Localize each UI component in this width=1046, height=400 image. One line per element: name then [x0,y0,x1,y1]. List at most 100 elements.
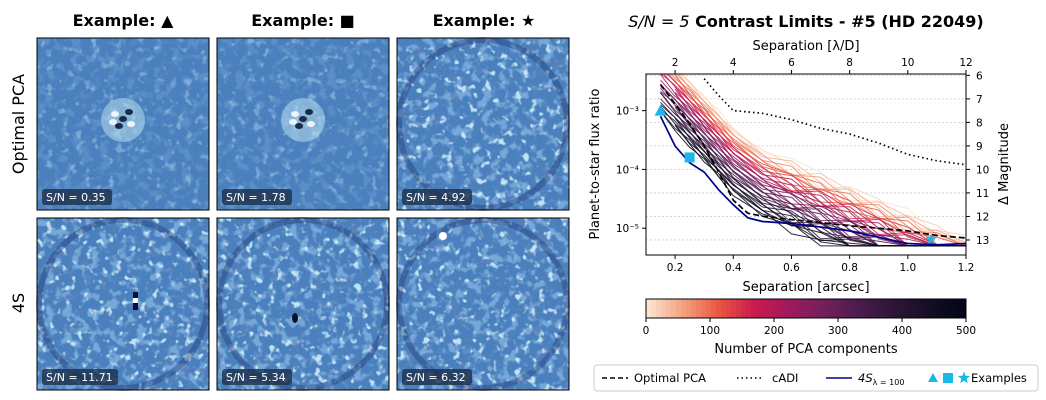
example-marker-star [925,233,937,245]
top-x-tick-label: 6 [788,57,795,69]
colorbar-segment [866,299,872,318]
colorbar-tick-label: 100 [700,325,720,337]
series-cadi [703,78,966,166]
panel-noise-layer [37,218,209,390]
snr-label: S/N = 5.34 [226,371,286,384]
top-x-tick-label: 2 [672,57,679,69]
panel-noise-layer [397,38,569,210]
colorbar-segment [936,299,942,318]
colorbar-segment [901,299,907,318]
right-y-axis-label: Δ Magnitude [997,123,1012,205]
contrast-chart: S/N = 5 Contrast Limits - #5 (HD 22049) … [588,12,1012,295]
colorbar-segment [781,299,787,318]
legend-square-marker [943,373,953,383]
legend-star-marker [957,371,971,384]
chart-title-math: S/N = 5 [628,12,689,31]
colorbar-segment [896,299,902,318]
colorbar-segment [886,299,892,318]
colorbar-segment [906,299,912,318]
pca-curve [674,80,966,247]
pca-curve [666,74,966,247]
axis-ticks: 0.2 0.4 0.6 0.8 1.0 1.2 2 4 6 8 10 12 10⁻⁵ 10⁻⁴ 10⁻³ 6 7… [616,57,990,274]
panel-noise-layer [397,218,569,390]
x-axis-label: Separation [arcsec] [742,280,869,295]
colorbar-segment [656,299,662,318]
colorbar-segment [956,299,962,318]
x-tick-label: 1.0 [899,262,916,274]
top-x-tick-label: 10 [901,57,914,69]
colorbar-segment [681,299,687,318]
legend-triangle-marker [928,373,938,382]
psf-speckle [127,121,135,127]
colorbar-segment [766,299,772,318]
colorbar-segment [916,299,922,318]
colorbar-tick-label: 500 [956,325,976,337]
pca-curve [660,87,966,247]
main-series [659,78,966,246]
right-y-tick-label: 11 [976,188,989,200]
colorbar-segment [926,299,932,318]
colorbar-tick-label: 400 [892,325,912,337]
colorbar-segment [666,299,672,318]
colorbar-segment [736,299,742,318]
row-label-4s: 4S [9,293,28,313]
x-tick-label: 1.2 [958,262,975,274]
column-titles: Example: ▲ Example: ■ Example: ★ [73,11,536,30]
series-4s [659,115,966,246]
colorbar-segment [871,299,877,318]
right-y-tick-label: 7 [976,94,983,106]
pca-curve [670,74,966,247]
colorbar-segment [821,299,827,318]
snr-label: S/N = 4.92 [406,191,466,204]
legend-label-optimal-pca: Optimal PCA [634,371,706,385]
top-x-tick-label: 12 [959,57,972,69]
psf-speckle [125,109,133,115]
colorbar-segment [706,299,712,318]
snr-label-box [222,189,292,205]
series-optimal-pca [659,83,966,239]
snr-label: S/N = 6.32 [406,371,466,384]
y-axis-label: Planet-to-star flux ratio [588,88,603,239]
right-y-tick-label: 9 [976,141,983,153]
residual-panel: S/N = 4.92 [396,37,570,211]
panel-frame [396,37,570,211]
chart-title-text: Contrast Limits - #5 (HD 22049) [690,12,984,31]
top-x-tick-label: 4 [730,57,737,69]
psf-speckle [119,116,127,122]
planet-signal [292,313,298,323]
psf-speckle [307,121,315,127]
x-tick-label: 0.8 [841,262,858,274]
row-label-optimal-pca: Optimal PCA [9,74,28,174]
colorbar-segment [841,299,847,318]
colorbar-segment [851,299,857,318]
x-tick-label: 0.2 [667,262,684,274]
colorbar-segment [701,299,707,318]
snr-label-box [402,189,472,205]
pca-curve [674,93,966,247]
col-title-star: Example: ★ [433,11,536,30]
colorbar-segment [861,299,867,318]
colorbar-gradient [646,299,967,318]
right-y-tick-label: 12 [976,211,989,223]
psf-speckle [289,119,297,125]
colorbar-segment [776,299,782,318]
colorbar-segment [791,299,797,318]
colorbar-segment [806,299,812,318]
col-title-triangle: Example: ▲ [73,11,174,30]
panel-frame [216,37,390,211]
speckle-ring [396,37,570,211]
colorbar-segment [746,299,752,318]
snr-label-box [42,369,119,385]
panel-frame [216,217,390,391]
y-tick-label: 10⁻⁴ [616,164,639,176]
panel-frame [396,217,570,391]
snr-label-box [402,369,472,385]
colorbar-tick-label: 0 [643,325,650,337]
pca-curve [660,84,966,247]
colorbar-ticks: 0 100 200 300 400 500 [643,318,976,337]
colorbar-segment [756,299,762,318]
legend-label-4s-main: 4S [858,371,873,385]
colorbar-segment [761,299,767,318]
legend-label-cadi: cADI [772,371,798,385]
